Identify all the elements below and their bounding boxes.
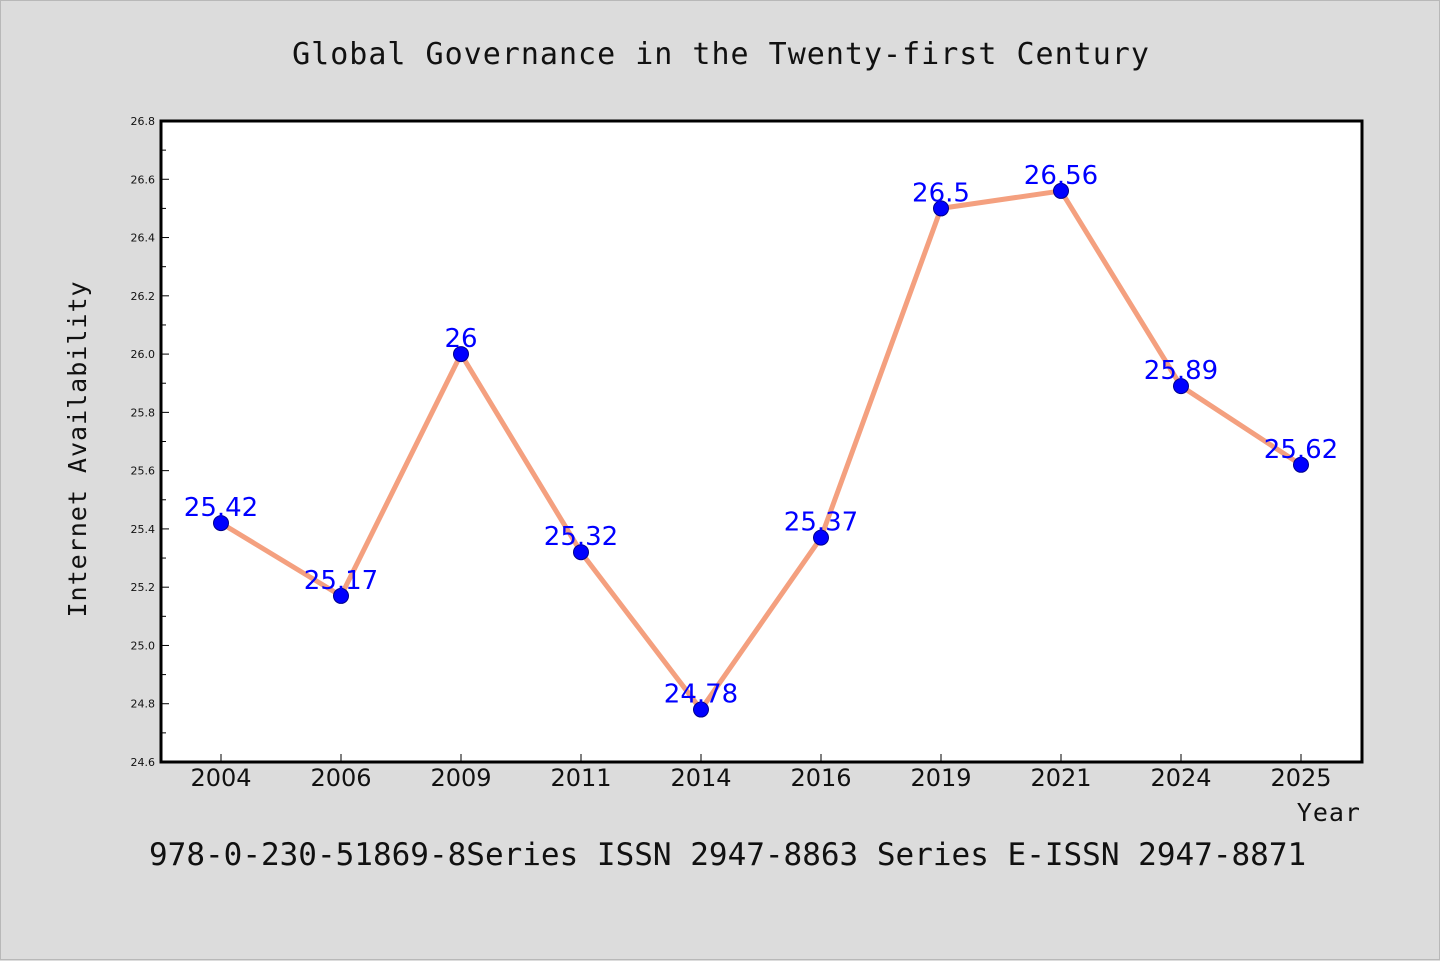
data-label: 25.32 [544,522,618,552]
x-axis: 2004 2006 2009 2011 2014 2016 2019 2021 2024 2025 [190,754,1332,792]
y-tick-label: 26.2 [131,290,156,303]
x-tick-label: 2024 [1150,764,1211,792]
data-point [813,529,829,546]
data-label: 25.89 [1144,356,1218,386]
x-tick-label: 2009 [430,764,491,792]
y-tick-label: 25.2 [131,581,156,594]
y-axis-label: Internet Availability [63,280,92,617]
data-point [213,515,229,532]
x-axis-label: Year [1297,798,1361,827]
data-label: 25.62 [1264,435,1338,465]
data-label: 25.17 [304,566,378,596]
plot-area [159,119,1364,764]
y-tick-label: 24.8 [131,698,156,711]
data-point [933,200,949,217]
data-label: 24.78 [664,680,738,710]
data-point [693,701,709,718]
y-tick-label: 25.0 [131,639,156,652]
footer-isbn-text: 978-0-230-51869-8Series ISSN 2947-8863 S… [149,837,1306,873]
y-tick-label: 25.8 [131,406,156,419]
chart-title: Global Governance in the Twenty-first Ce… [292,37,1150,72]
x-tick-label: 2011 [550,764,611,792]
x-tick-label: 2019 [910,764,971,792]
y-tick-label: 26.4 [131,232,156,245]
y-tick-label: 24.6 [131,756,156,769]
x-tick-label: 2021 [1030,764,1091,792]
y-tick-label: 26.0 [131,348,156,361]
data-point [1173,378,1189,395]
data-point [333,587,349,604]
y-axis: 24.6 24.8 25.0 25.2 25.4 25.6 25.8 26.0 26.2 26.4… [131,115,169,769]
y-tick-label: 25.4 [131,523,156,536]
y-tick-label: 26.8 [131,115,156,128]
data-point [1053,182,1069,199]
data-label: 25.37 [784,508,858,538]
x-tick-label: 2006 [310,764,371,792]
series-line [218,188,1304,713]
y-tick-label: 26.6 [131,173,156,186]
data-point [1293,456,1309,473]
x-tick-label: 2025 [1270,764,1331,792]
y-tick-label: 25.6 [131,465,156,478]
data-label: 25.42 [184,493,258,523]
data-point [573,544,589,561]
x-tick-label: 2004 [190,764,251,792]
data-label: 26.56 [1024,161,1098,191]
data-label: 26 [444,324,477,354]
data-label: 26.5 [912,178,970,208]
x-tick-label: 2016 [790,764,851,792]
series-layer: 25.42 25.17 26 25.32 24.78 25.37 26.5 26.56 25.8… [184,161,1338,718]
data-point [453,346,469,363]
x-tick-label: 2014 [670,764,731,792]
